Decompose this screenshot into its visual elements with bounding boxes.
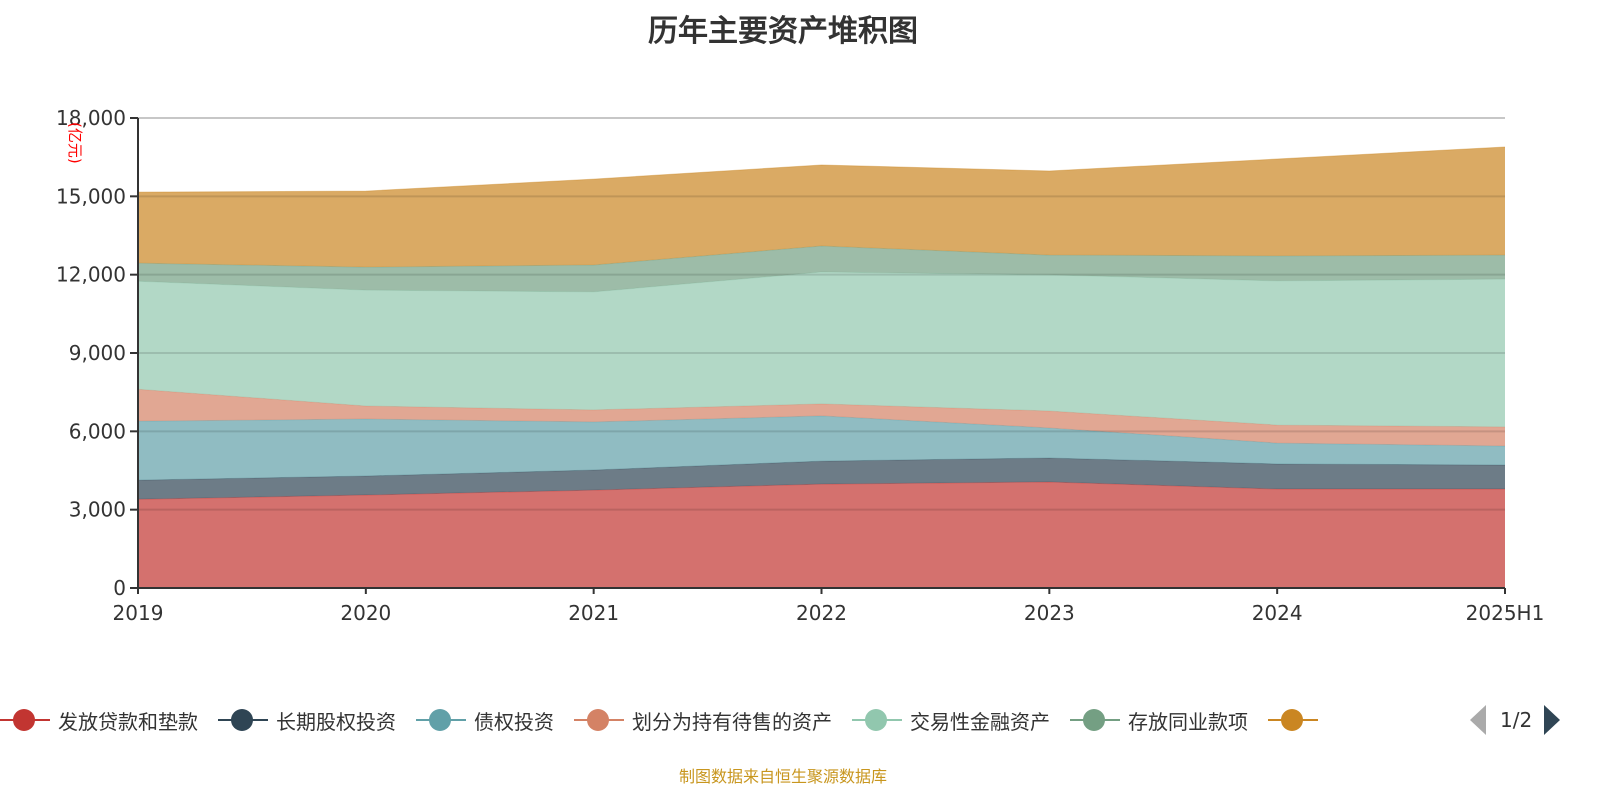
chart-title: 历年主要资产堆积图 — [648, 14, 918, 49]
legend-item-2[interactable]: 长期股权投资 — [218, 706, 396, 735]
legend-marker-icon — [0, 707, 50, 733]
legend-item-3[interactable]: 债权投资 — [416, 706, 554, 735]
legend-marker-icon — [574, 707, 624, 733]
y-tick-label: 15,000 — [56, 184, 126, 208]
legend-label: 长期股权投资 — [276, 709, 396, 734]
y-tick-label: 6,000 — [69, 419, 126, 443]
legend-marker-icon — [1070, 707, 1120, 733]
x-tick-label: 2025H1 — [1466, 601, 1545, 625]
x-tick-label: 2020 — [340, 601, 391, 625]
area-series-7 — [138, 146, 1505, 268]
area-series-1 — [138, 481, 1505, 588]
y-tick-label: 0 — [113, 576, 126, 600]
legend-pager: 1/2 — [1470, 705, 1561, 735]
legend-label: 交易性金融资产 — [910, 709, 1050, 734]
legend-marker-icon — [218, 707, 268, 733]
legend-item-7[interactable] — [1268, 707, 1326, 733]
x-tick-label: 2019 — [113, 601, 164, 625]
x-tick-label: 2021 — [568, 601, 619, 625]
y-tick-label: 12,000 — [56, 263, 126, 287]
x-tick-label: 2022 — [796, 601, 847, 625]
legend-item-5[interactable]: 交易性金融资产 — [852, 706, 1050, 735]
area-series-3 — [138, 415, 1505, 481]
y-tick-label: 9,000 — [69, 341, 126, 365]
x-tick-label: 2023 — [1024, 601, 1075, 625]
data-source-note: 制图数据来自恒生聚源数据库 — [678, 767, 887, 786]
legend-label: 债权投资 — [474, 709, 554, 734]
area-series-6 — [138, 245, 1505, 292]
legend-item-6[interactable]: 存放同业款项 — [1070, 706, 1248, 735]
area-series-5 — [138, 272, 1505, 427]
stacked-area-chart: 0 3,000 6,000 9,000 12,000 15,000 18,000 2019 20… — [56, 106, 1545, 625]
series-line-7 — [137, 146, 1506, 193]
legend: 发放贷款和垫款 长期股权投资 债权投资 划分为持有待售的资产 交易性金融资产 存放同业款项 — [0, 705, 1346, 735]
legend-label: 发放贷款和垫款 — [58, 709, 198, 734]
y-tick-label: 3,000 — [69, 498, 126, 522]
y-axis-unit-label: (亿元) — [66, 122, 84, 164]
legend-marker-icon — [1268, 707, 1318, 733]
legend-item-4[interactable]: 划分为持有待售的资产 — [574, 706, 832, 735]
legend-page-indicator: 1/2 — [1500, 708, 1533, 732]
legend-label: 划分为持有待售的资产 — [632, 709, 832, 734]
legend-marker-icon — [416, 707, 466, 733]
y-tick-label: 18,000 — [56, 106, 126, 130]
area-series-4 — [138, 389, 1505, 446]
x-tick-label: 2024 — [1252, 601, 1303, 625]
legend-marker-icon — [852, 707, 902, 733]
legend-item-1[interactable]: 发放贷款和垫款 — [0, 706, 198, 735]
legend-next-arrow-icon[interactable] — [1544, 705, 1561, 735]
legend-label: 存放同业款项 — [1128, 709, 1248, 734]
area-series-2 — [138, 457, 1505, 500]
legend-prev-arrow-icon[interactable] — [1470, 705, 1486, 735]
